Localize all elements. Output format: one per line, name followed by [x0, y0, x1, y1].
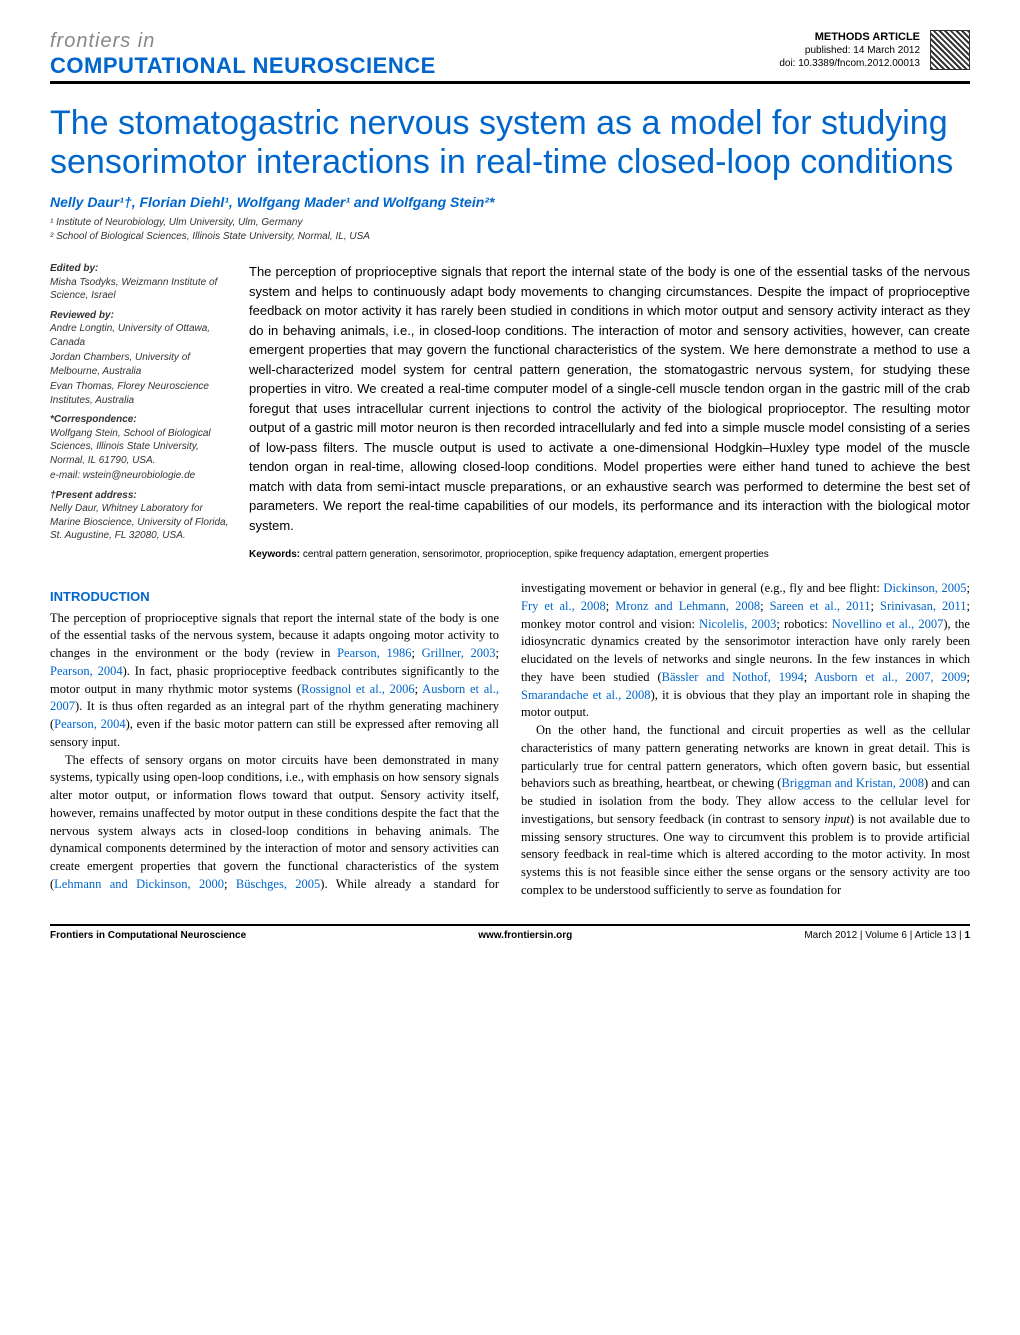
- reviewer-1: Andre Longtin, University of Ottawa, Can…: [50, 322, 235, 349]
- page-footer: Frontiers in Computational Neuroscience …: [50, 924, 970, 941]
- footer-url[interactable]: www.frontiersin.org: [478, 930, 572, 941]
- introduction-heading: INTRODUCTION: [50, 588, 499, 606]
- affiliation-1: ¹ Institute of Neurobiology, Ulm Univers…: [50, 216, 970, 230]
- abstract-row: Edited by: Misha Tsodyks, Weizmann Insti…: [50, 262, 970, 562]
- ref-lehmann2000[interactable]: Lehmann and Dickinson, 2000: [54, 877, 224, 891]
- ref-pearson1986[interactable]: Pearson, 1986: [337, 646, 411, 660]
- ref-srinivasan2011[interactable]: Srinivasan, 2011: [880, 599, 966, 613]
- present-address-label: †Present address:: [50, 489, 235, 503]
- frontiers-logo-icon: [930, 30, 970, 70]
- page-number: 1: [964, 930, 970, 941]
- reviewer-2: Jordan Chambers, University of Melbourne…: [50, 351, 235, 378]
- ref-smarandache2008[interactable]: Smarandache et al., 2008: [521, 688, 651, 702]
- abstract-column: The perception of proprioceptive signals…: [249, 262, 970, 562]
- ref-nicolelis2003[interactable]: Nicolelis, 2003: [699, 617, 776, 631]
- affiliation-2: ² School of Biological Sciences, Illinoi…: [50, 230, 970, 244]
- ref-buschges2005[interactable]: Büschges, 2005: [236, 877, 320, 891]
- edited-by-label: Edited by:: [50, 262, 235, 276]
- keywords-label: Keywords:: [249, 549, 300, 560]
- ref-dickinson2005[interactable]: Dickinson, 2005: [883, 581, 966, 595]
- ref-ausborn20072009[interactable]: Ausborn et al., 2007, 2009: [814, 670, 966, 684]
- reviewer-3: Evan Thomas, Florey Neuroscience Institu…: [50, 380, 235, 407]
- body-columns: INTRODUCTION The perception of proprioce…: [50, 580, 970, 900]
- article-type: METHODS ARTICLE: [779, 30, 920, 44]
- present-address: Nelly Daur, Whitney Laboratory for Marin…: [50, 502, 235, 543]
- abstract-text: The perception of proprioceptive signals…: [249, 262, 970, 535]
- reviewed-by-label: Reviewed by:: [50, 309, 235, 323]
- ref-rossignol2006[interactable]: Rossignol et al., 2006: [301, 682, 415, 696]
- ref-mronz2008[interactable]: Mronz and Lehmann, 2008: [615, 599, 760, 613]
- authors-line: Nelly Daur¹†, Florian Diehl¹, Wolfgang M…: [50, 194, 970, 210]
- ref-sareen2011[interactable]: Sareen et al., 2011: [770, 599, 871, 613]
- correspondence: Wolfgang Stein, School of Biological Sci…: [50, 427, 235, 468]
- footer-journal: Frontiers in Computational Neuroscience: [50, 930, 246, 941]
- intro-paragraph-1: The perception of proprioceptive signals…: [50, 610, 499, 752]
- keywords-block: Keywords: central pattern generation, se…: [249, 547, 970, 562]
- ref-pearson2004b[interactable]: Pearson, 2004: [54, 717, 125, 731]
- ref-novellino2007[interactable]: Novellino et al., 2007: [832, 617, 944, 631]
- journal-name: COMPUTATIONAL NEUROSCIENCE: [50, 53, 779, 79]
- correspondence-label: *Correspondence:: [50, 413, 235, 427]
- correspondence-email: e-mail: wstein@neurobiologie.de: [50, 469, 235, 483]
- footer-citation: March 2012 | Volume 6 | Article 13 | 1: [804, 930, 970, 941]
- ref-pearson2004a[interactable]: Pearson, 2004: [50, 664, 123, 678]
- published-date: published: 14 March 2012: [779, 44, 920, 57]
- editorial-sidebar: Edited by: Misha Tsodyks, Weizmann Insti…: [50, 262, 235, 562]
- intro-paragraph-3: On the other hand, the functional and ci…: [521, 722, 970, 900]
- ref-bassler1994[interactable]: Bässler and Nothof, 1994: [662, 670, 804, 684]
- edited-by: Misha Tsodyks, Weizmann Institute of Sci…: [50, 276, 235, 303]
- ref-grillner2003[interactable]: Grillner, 2003: [422, 646, 496, 660]
- journal-prefix: frontiers in: [50, 30, 779, 53]
- ref-fry2008[interactable]: Fry et al., 2008: [521, 599, 606, 613]
- italic-input: input: [824, 812, 850, 826]
- article-title: The stomatogastric nervous system as a m…: [50, 104, 970, 182]
- journal-block: frontiers in COMPUTATIONAL NEUROSCIENCE: [50, 30, 779, 79]
- ref-briggman2008[interactable]: Briggman and Kristan, 2008: [781, 776, 924, 790]
- doi: doi: 10.3389/fncom.2012.00013: [779, 57, 920, 70]
- article-meta: METHODS ARTICLE published: 14 March 2012…: [779, 30, 920, 70]
- publisher-logo: [930, 30, 970, 70]
- affiliations: ¹ Institute of Neurobiology, Ulm Univers…: [50, 216, 970, 244]
- page-header: frontiers in COMPUTATIONAL NEUROSCIENCE …: [50, 30, 970, 84]
- keywords-text: central pattern generation, sensorimotor…: [303, 549, 769, 560]
